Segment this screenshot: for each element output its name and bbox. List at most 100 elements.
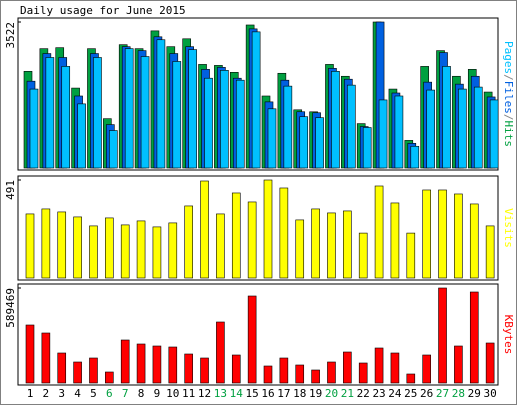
- bar: [89, 225, 98, 279]
- bar: [216, 321, 225, 384]
- bar: [438, 287, 447, 384]
- x-tick-label: 19: [309, 387, 322, 400]
- bar: [231, 354, 241, 384]
- bar: [57, 211, 67, 279]
- bar: [374, 347, 384, 384]
- bar: [469, 291, 479, 384]
- legend-entry: Visits: [502, 208, 515, 248]
- bar: [299, 116, 309, 169]
- bar: [279, 187, 289, 279]
- bar: [343, 351, 352, 384]
- x-tick-label: 26: [420, 387, 433, 400]
- bar: [77, 103, 86, 169]
- bar: [422, 189, 431, 279]
- bar: [93, 57, 102, 169]
- bar: [247, 295, 257, 384]
- x-tick-label: 16: [261, 387, 274, 400]
- legend: Visits: [502, 208, 515, 248]
- bar: [267, 108, 277, 169]
- bar: [263, 179, 273, 279]
- x-tick-label: 29: [468, 387, 481, 400]
- bar: [29, 88, 39, 169]
- bar: [136, 220, 146, 279]
- bar: [200, 180, 209, 279]
- bar: [295, 219, 305, 279]
- bar: [109, 130, 118, 169]
- bar: [152, 345, 162, 384]
- chart-title: Daily usage for June 2015: [20, 4, 186, 17]
- bar: [216, 213, 225, 279]
- x-tick-label: 27: [436, 387, 449, 400]
- x-tick-label: 18: [293, 387, 306, 400]
- bar: [442, 66, 451, 169]
- bar: [25, 213, 35, 279]
- bar: [454, 345, 463, 384]
- bar: [120, 224, 130, 279]
- bar: [124, 48, 134, 169]
- bar: [231, 192, 241, 279]
- bar: [422, 354, 431, 384]
- bar: [204, 77, 213, 169]
- bar: [454, 193, 463, 279]
- x-tick-label: 1: [27, 387, 34, 400]
- bar: [295, 364, 305, 384]
- bar: [172, 61, 182, 169]
- bar: [184, 353, 193, 384]
- x-tick-label: 8: [138, 387, 145, 400]
- bar: [25, 324, 35, 384]
- x-tick-label: 21: [341, 387, 354, 400]
- legend-entry: Pages: [502, 41, 515, 74]
- bar: [188, 49, 197, 169]
- bar: [374, 185, 384, 279]
- bar: [458, 88, 467, 169]
- bar: [394, 95, 404, 169]
- x-tick-label: 11: [182, 387, 195, 400]
- bar: [362, 127, 372, 169]
- x-tick-label: 15: [246, 387, 259, 400]
- bar: [105, 371, 114, 384]
- bar: [140, 56, 150, 169]
- x-tick-label: 5: [90, 387, 97, 400]
- bar: [406, 232, 416, 279]
- bar: [184, 205, 193, 279]
- bar: [41, 208, 51, 279]
- x-tick-label: 10: [166, 387, 179, 400]
- bar: [200, 357, 209, 384]
- bar: [390, 352, 400, 384]
- x-tick-label: 17: [277, 387, 290, 400]
- x-tick-label: 14: [230, 387, 244, 400]
- bar: [331, 71, 340, 169]
- bar: [327, 361, 336, 384]
- bar: [89, 357, 98, 384]
- x-tick-label: 22: [357, 387, 370, 400]
- bar: [311, 208, 320, 279]
- bar: [73, 361, 82, 384]
- panel-frame: [17, 175, 499, 281]
- y-tick-label: 491: [4, 180, 17, 200]
- bar: [45, 57, 55, 169]
- x-tick-label: 20: [325, 387, 338, 400]
- x-tick-label: 4: [74, 387, 81, 400]
- bar: [358, 232, 368, 279]
- bar: [438, 189, 447, 279]
- panel-frame: [17, 283, 499, 386]
- bar: [315, 117, 324, 169]
- bar: [57, 352, 67, 384]
- bar: [311, 369, 320, 384]
- bar: [152, 226, 162, 279]
- x-tick-label: 30: [484, 387, 497, 400]
- bar: [235, 79, 245, 169]
- bar: [406, 373, 416, 384]
- x-tick-label: 28: [452, 387, 465, 400]
- bar: [283, 85, 293, 169]
- bar: [485, 225, 495, 279]
- bar: [410, 145, 420, 169]
- bar: [327, 212, 336, 279]
- x-tick-label: 24: [388, 387, 402, 400]
- bar: [279, 357, 289, 384]
- legend-entry: KBytes: [502, 315, 515, 355]
- x-tick-label: 13: [214, 387, 227, 400]
- bar: [73, 216, 82, 279]
- legend-entry: Hits: [502, 121, 515, 148]
